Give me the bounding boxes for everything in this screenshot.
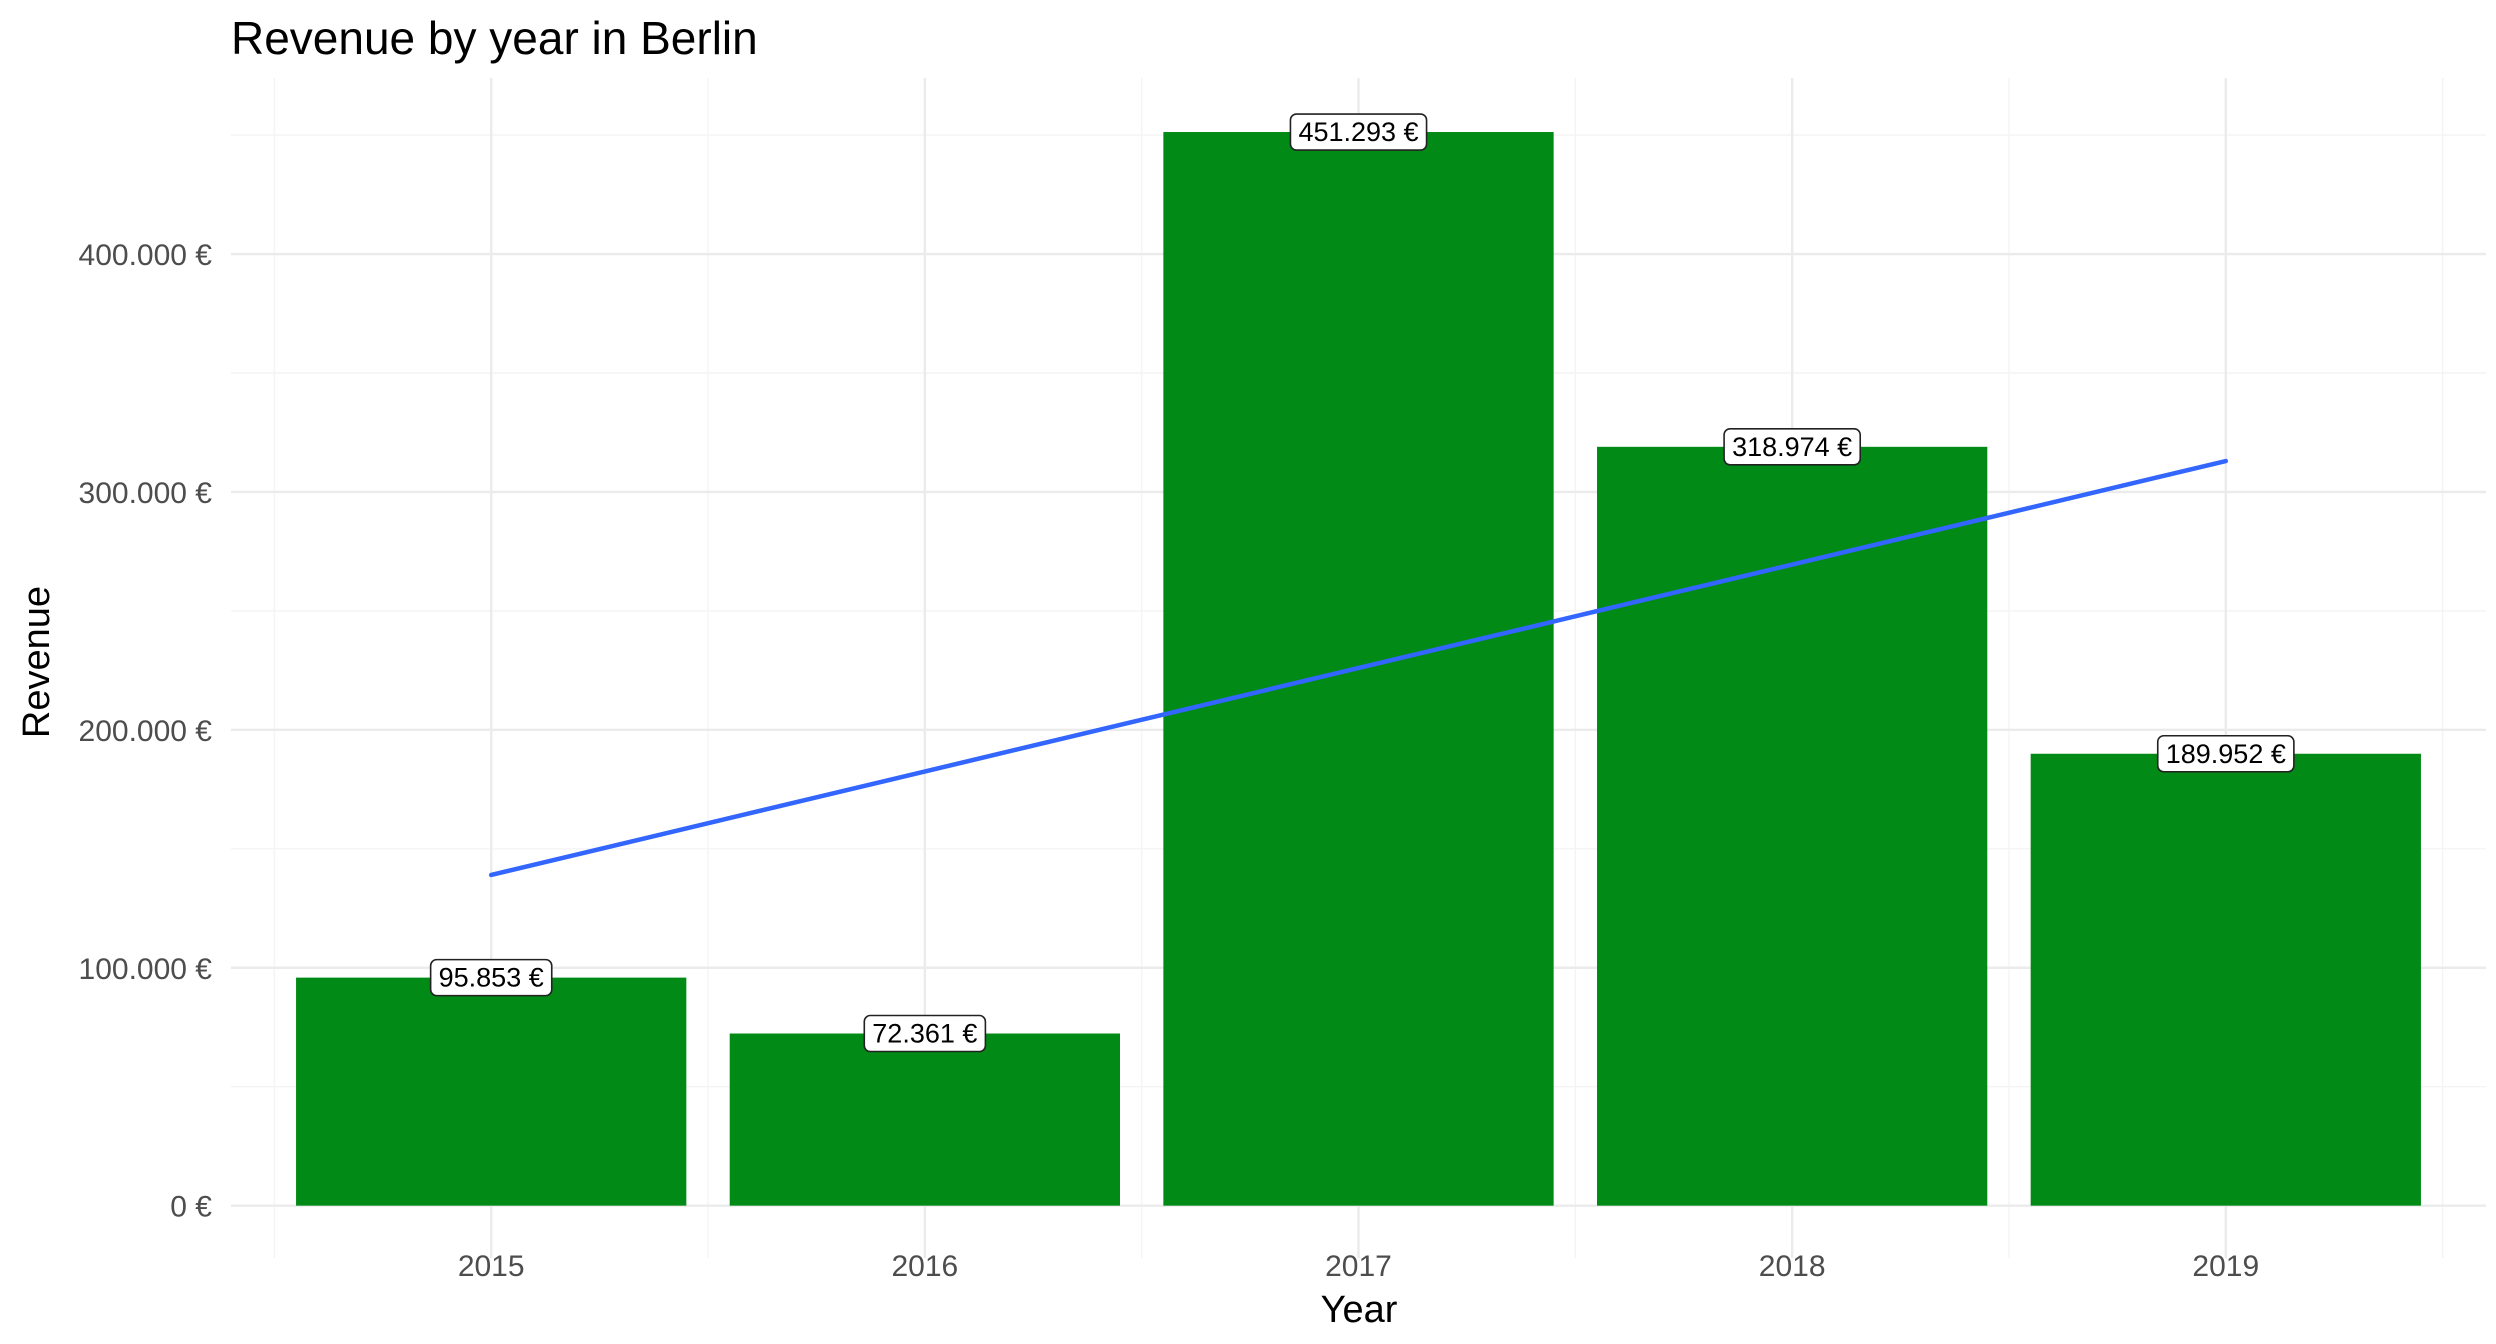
- data-label-box: [1723, 428, 1862, 466]
- data-label-2018: 318.974 €: [1723, 428, 1862, 466]
- bars: [296, 132, 2421, 1206]
- bar-2019: [2030, 753, 2421, 1206]
- data-label-box: [1289, 113, 1428, 151]
- y-tick-label: 400.000 €: [79, 239, 213, 272]
- x-axis-ticks: 2015 2016 2017 2018 2019: [458, 1250, 2259, 1283]
- x-axis-title: Year: [1321, 1289, 1398, 1331]
- bar-2018: [1597, 446, 1988, 1206]
- data-label-2017: 451.293 €: [1289, 113, 1428, 151]
- data-label-text: 95.853 €: [439, 963, 544, 993]
- x-tick-label: 2015: [458, 1250, 525, 1283]
- data-label-2015: 95.853 €: [429, 958, 553, 997]
- data-label-box: [863, 1014, 987, 1053]
- data-label-text: 451.293 €: [1298, 117, 1418, 147]
- x-tick-label: 2017: [1325, 1250, 1392, 1283]
- data-label-text: 72.361 €: [872, 1019, 977, 1049]
- data-label-2016: 72.361 €: [863, 1014, 987, 1053]
- bar-2015: [296, 977, 687, 1206]
- data-label-text: 189.952 €: [2166, 739, 2286, 769]
- data-label-text: 318.974 €: [1732, 432, 1852, 462]
- y-tick-label: 200.000 €: [79, 715, 213, 748]
- x-tick-label: 2019: [2192, 1250, 2259, 1283]
- data-label-box: [429, 958, 553, 997]
- data-label-2019: 189.952 €: [2156, 734, 2295, 773]
- x-tick-label: 2016: [891, 1250, 958, 1283]
- y-tick-label: 0 €: [170, 1191, 212, 1224]
- data-labels: 95.853 € 72.361 € 451.293 € 318.974 € 189.95…: [429, 113, 2295, 1053]
- trend-line: [488, 458, 2229, 878]
- y-tick-label: 100.000 €: [79, 953, 213, 986]
- chart-title: Revenue by year in Berlin: [231, 12, 758, 64]
- y-axis-title: Revenue: [16, 586, 58, 738]
- trend-line-layer: [488, 458, 2229, 878]
- y-axis-ticks: 0 € 100.000 € 200.000 € 300.000 € 400.000 €: [79, 239, 213, 1224]
- y-tick-label: 300.000 €: [79, 477, 213, 510]
- data-label-box: [2156, 734, 2295, 773]
- x-tick-label: 2018: [1759, 1250, 1826, 1283]
- bar-2016: [729, 1033, 1120, 1206]
